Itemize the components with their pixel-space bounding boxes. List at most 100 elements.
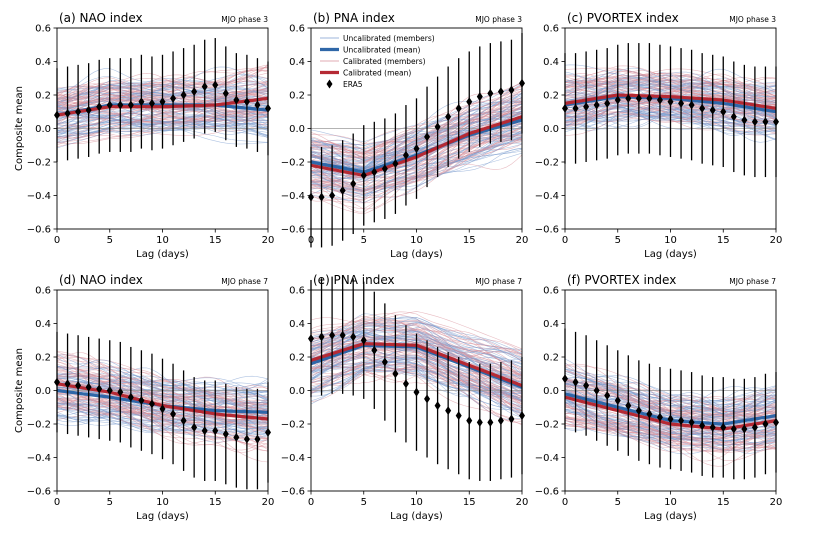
y-tick-label: −0.2	[27, 420, 51, 431]
era5-point	[762, 419, 769, 429]
era5-point	[159, 404, 166, 414]
era5-point	[667, 414, 674, 424]
y-axis-label: Composite mean	[14, 348, 25, 433]
era5-point	[117, 100, 124, 110]
era5-point	[96, 102, 103, 112]
era5-point	[127, 392, 134, 402]
era5-point	[455, 103, 462, 113]
era5-point	[583, 102, 590, 112]
era5-point	[339, 330, 346, 340]
y-tick-label: −0.4	[281, 453, 305, 464]
era5-point	[371, 167, 378, 177]
y-tick-label: 0.4	[289, 57, 305, 68]
era5-point	[476, 417, 483, 427]
panel-4: 0 5 10 15 20 −0.6 −0.4 −0.2 0.0 0.2 0.4 0.6 (d) NAO …	[14, 273, 274, 522]
y-tick-label: 0.0	[35, 386, 51, 397]
era5-point	[487, 417, 494, 427]
era5-point	[243, 434, 250, 444]
legend-marker	[326, 79, 333, 89]
era5-point	[730, 112, 737, 122]
era5-point	[360, 170, 367, 180]
y-tick-label: 0.2	[35, 91, 51, 102]
x-tick-label: 0	[562, 497, 568, 508]
era5-point	[572, 103, 579, 113]
era5-point	[614, 95, 621, 105]
y-tick-label: 0.4	[35, 57, 51, 68]
y-tick-label: −0.6	[281, 487, 305, 498]
panel-1: 0 5 10 15 20 −0.6 −0.4 −0.2 0.0 0.2 0.4 0.6 (a) NAO …	[14, 11, 274, 260]
x-axis-label: Lag (days)	[644, 249, 697, 260]
legend-label: Uncalibrated (mean)	[343, 46, 420, 55]
era5-point	[159, 97, 166, 107]
era5-point	[508, 414, 515, 424]
era5-point	[106, 386, 113, 395]
era5-point	[148, 399, 155, 409]
y-tick-label: −0.2	[27, 158, 51, 169]
member-line	[311, 323, 522, 353]
era5-point	[85, 105, 92, 115]
era5-point	[572, 377, 579, 387]
y-tick-label: 0.6	[543, 24, 559, 35]
x-tick-label: 15	[463, 235, 476, 246]
y-axis-label: Composite mean	[14, 86, 25, 171]
era5-point	[201, 426, 208, 436]
x-tick-label: 15	[717, 235, 730, 246]
era5-point	[688, 100, 695, 110]
panel-subtitle: MJO phase 3	[729, 15, 776, 24]
x-tick-label: 20	[262, 497, 275, 508]
y-tick-label: 0.6	[289, 24, 305, 35]
x-axis-label: Lag (days)	[136, 249, 189, 260]
era5-point	[593, 100, 600, 110]
x-tick-label: 10	[410, 497, 423, 508]
x-tick-label: 5	[615, 235, 621, 246]
era5-point	[329, 191, 336, 200]
era5-point	[138, 396, 145, 406]
member-line	[311, 316, 522, 364]
y-tick-label: −0.4	[27, 453, 51, 464]
member-line	[311, 320, 522, 354]
y-tick-label: −0.2	[281, 158, 305, 169]
era5-point	[635, 93, 642, 103]
y-tick-label: −0.4	[535, 191, 559, 202]
x-tick-label: 20	[770, 497, 783, 508]
era5-point	[85, 382, 92, 392]
era5-point	[656, 95, 663, 105]
member-line	[311, 318, 522, 358]
panel-title: (d) NAO index	[59, 273, 143, 287]
era5-point	[191, 422, 198, 432]
x-axis-label: Lag (days)	[390, 511, 443, 522]
y-tick-label: −0.2	[281, 420, 305, 431]
era5-point	[201, 82, 208, 92]
x-tick-label: 0	[562, 235, 568, 246]
member-line	[311, 317, 522, 361]
panel-title: (c) PVORTEX index	[567, 11, 679, 25]
era5-point	[678, 98, 685, 108]
y-tick-label: 0.2	[35, 353, 51, 364]
y-tick-label: 0.6	[35, 286, 51, 297]
y-tick-label: 0.0	[289, 124, 305, 135]
era5-point	[360, 335, 367, 345]
era5-point	[127, 100, 134, 110]
x-tick-label: 0	[54, 497, 60, 508]
member-line	[311, 317, 522, 356]
era5-point	[254, 434, 261, 444]
y-tick-label: 0.0	[543, 124, 559, 135]
panel-subtitle: MJO phase 7	[221, 277, 268, 286]
era5-point	[625, 93, 632, 103]
era5-point	[466, 416, 473, 426]
era5-point	[445, 406, 452, 416]
legend-label: Calibrated (mean)	[343, 69, 411, 78]
era5-point	[614, 396, 621, 406]
era5-point	[487, 88, 494, 98]
era5-point	[75, 107, 82, 117]
era5-point	[434, 401, 441, 411]
era5-point	[106, 100, 113, 110]
era5-point	[656, 412, 663, 422]
member-line	[311, 330, 522, 375]
era5-point	[318, 192, 325, 202]
era5-point	[339, 185, 346, 195]
legend-label: Uncalibrated (members)	[343, 34, 435, 43]
era5-point	[445, 112, 452, 122]
y-tick-label: 0.6	[35, 24, 51, 35]
era5-point	[64, 379, 71, 389]
